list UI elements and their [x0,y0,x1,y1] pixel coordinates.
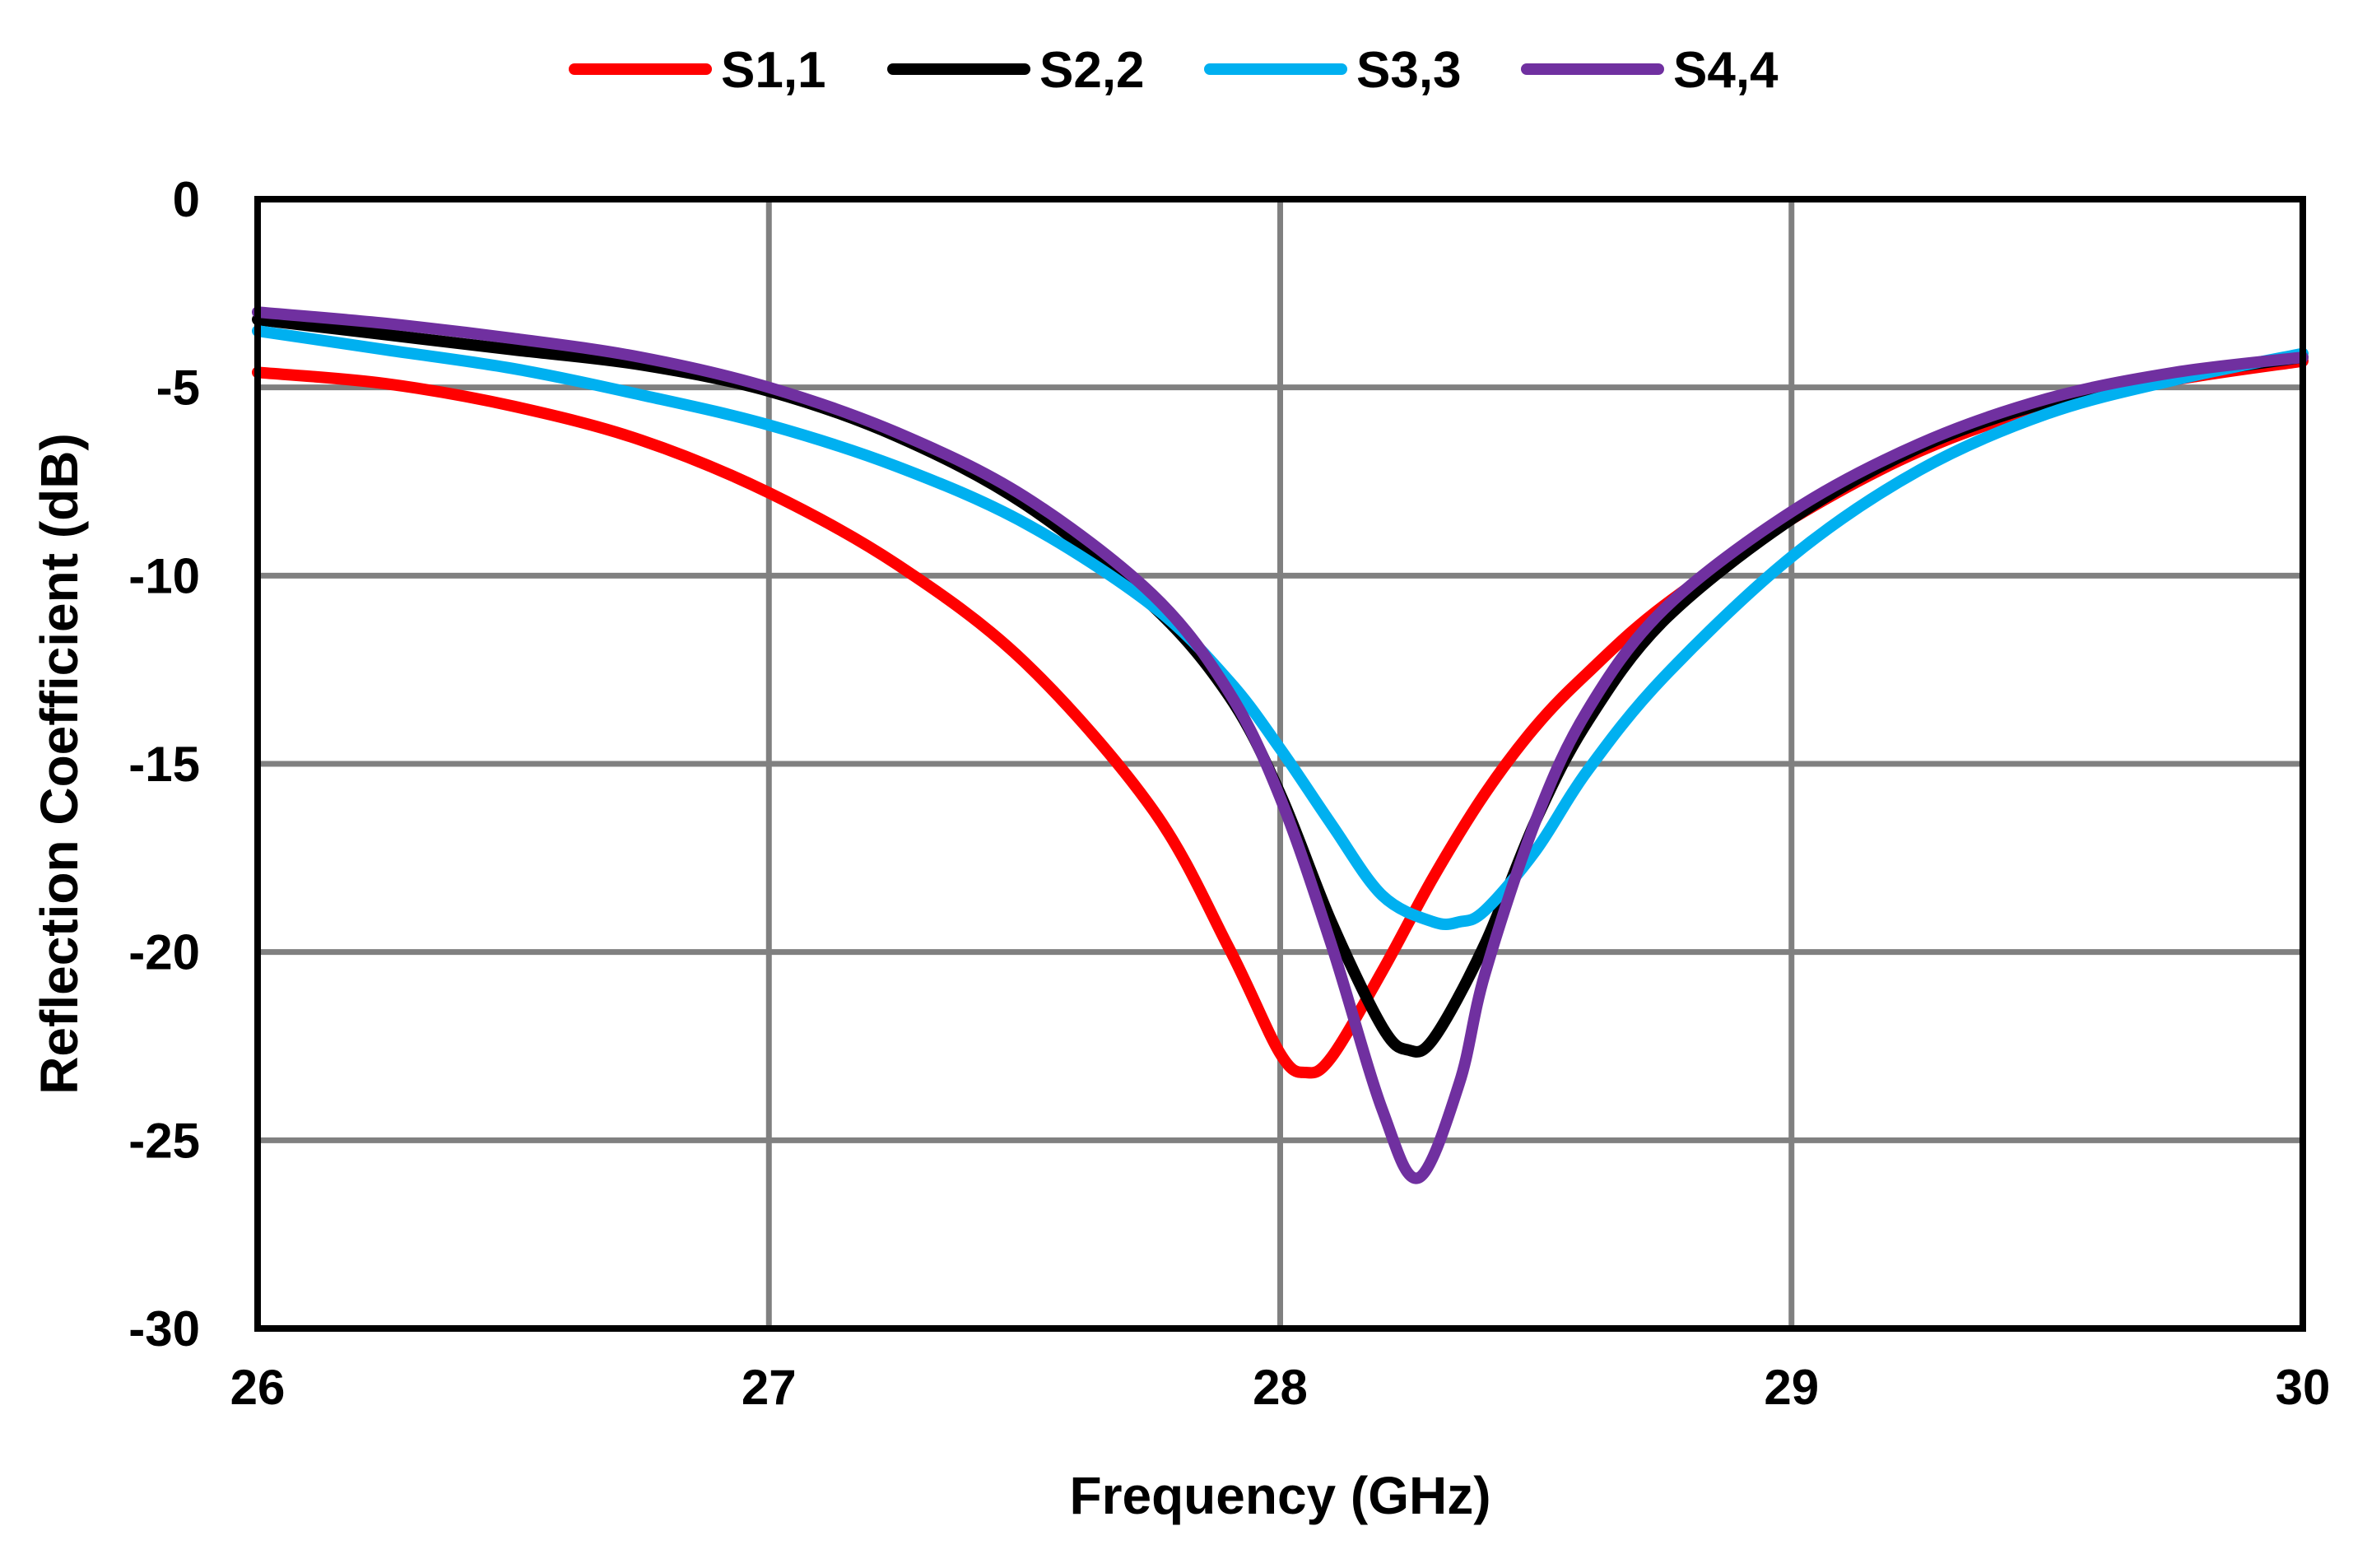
y-tick-labels: 0 -5 -10 -15 -20 -25 -30 [128,172,200,1356]
y-tick-label: 0 [173,172,200,227]
legend-label: S4,4 [1673,42,1779,99]
x-axis-title: Frequency (GHz) [1069,1466,1490,1525]
y-tick-label: -20 [128,925,200,980]
x-tick-label: 27 [742,1360,797,1415]
series-line-s4-4 [252,306,2309,1184]
x-tick-label: 26 [230,1360,286,1415]
y-axis-title: Reflection Coefficient (dB) [30,433,89,1095]
legend: S1,1 S2,2 S3,3 S4,4 [569,42,1779,99]
y-tick-label: -15 [128,737,200,792]
y-tick-label: -30 [128,1301,200,1356]
y-tick-label: -5 [156,361,200,416]
x-tick-label: 30 [2276,1360,2331,1415]
y-tick-label: -10 [128,548,200,603]
legend-label: S2,2 [1039,42,1145,99]
legend-label: S1,1 [721,42,826,99]
x-tick-label: 28 [1253,1360,1308,1415]
legend-label: S3,3 [1356,42,1462,99]
series-lines [252,306,2309,1184]
y-tick-label: -25 [128,1113,200,1168]
x-tick-label: 29 [1764,1360,1819,1415]
plot-frame [254,196,2306,1332]
x-tick-labels: 26 27 28 29 30 [230,1360,2331,1415]
series-line-s3-3 [252,325,2309,931]
